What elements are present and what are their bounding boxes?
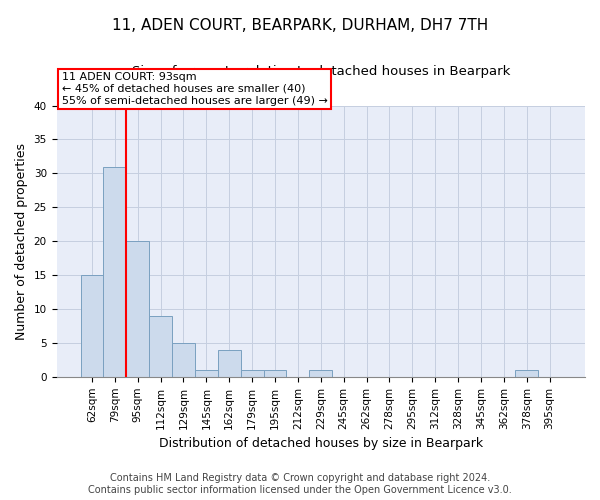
Bar: [172, 343, 195, 377]
Bar: [103, 166, 127, 377]
Bar: [241, 370, 263, 377]
Bar: [149, 316, 172, 377]
Bar: [80, 275, 103, 377]
Bar: [127, 241, 149, 377]
Title: Size of property relative to detached houses in Bearpark: Size of property relative to detached ho…: [131, 65, 510, 78]
Bar: [310, 370, 332, 377]
Text: 11 ADEN COURT: 93sqm
← 45% of detached houses are smaller (40)
55% of semi-detac: 11 ADEN COURT: 93sqm ← 45% of detached h…: [62, 72, 328, 106]
Bar: [515, 370, 538, 377]
Bar: [195, 370, 218, 377]
X-axis label: Distribution of detached houses by size in Bearpark: Distribution of detached houses by size …: [159, 437, 483, 450]
Text: 11, ADEN COURT, BEARPARK, DURHAM, DH7 7TH: 11, ADEN COURT, BEARPARK, DURHAM, DH7 7T…: [112, 18, 488, 32]
Bar: [218, 350, 241, 377]
Bar: [263, 370, 286, 377]
Text: Contains HM Land Registry data © Crown copyright and database right 2024.
Contai: Contains HM Land Registry data © Crown c…: [88, 474, 512, 495]
Y-axis label: Number of detached properties: Number of detached properties: [15, 142, 28, 340]
